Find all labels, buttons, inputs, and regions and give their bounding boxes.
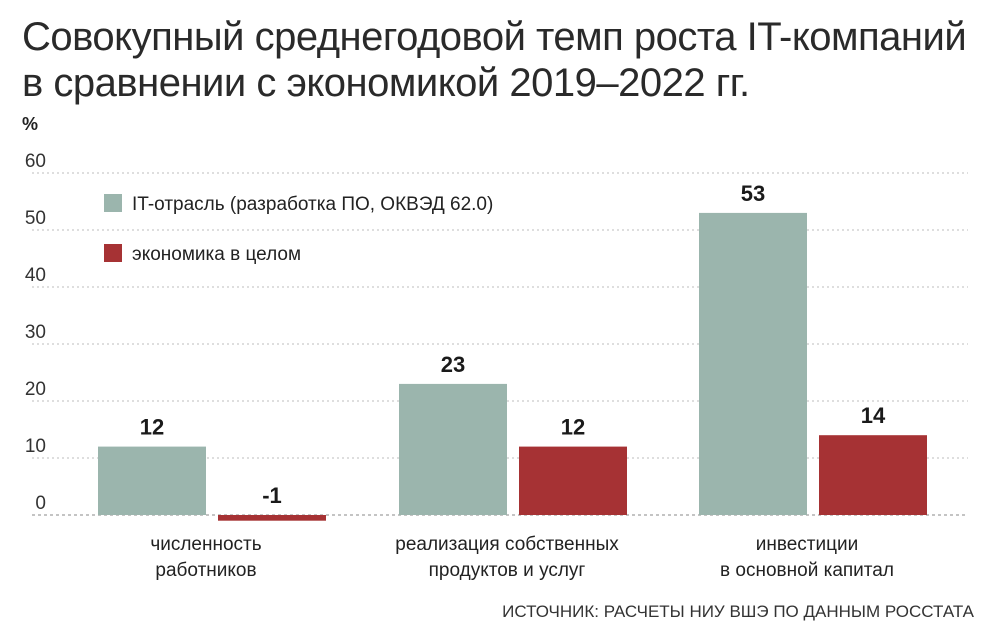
legend-label: IT-отрасль (разработка ПО, ОКВЭД 62.0) xyxy=(132,194,493,215)
category-label: численность xyxy=(150,534,261,555)
source-note: ИСТОЧНИК: РАСЧЕТЫ НИУ ВШЭ ПО ДАННЫМ РОСС… xyxy=(502,602,974,621)
y-tick-label: 10 xyxy=(25,436,46,457)
bar-it-3 xyxy=(699,212,807,515)
data-label: 53 xyxy=(741,181,765,206)
data-label: 12 xyxy=(140,415,164,440)
category-label: реализация собственных xyxy=(395,534,619,555)
legend-swatch-economy xyxy=(104,244,122,262)
category-label: работников xyxy=(155,560,256,581)
y-axis-unit-label: % xyxy=(22,114,39,134)
y-tick-label: 20 xyxy=(25,379,46,400)
bar-it-1 xyxy=(98,446,206,515)
chart-title: Совокупный среднегодовой темп роста IT-к… xyxy=(22,14,967,106)
category-label: продуктов и услуг xyxy=(429,560,586,581)
legend-swatch-it xyxy=(104,194,122,212)
category-label: инвестиции xyxy=(756,534,858,555)
bar-it-2 xyxy=(399,383,507,515)
y-tick-label: 40 xyxy=(25,265,46,286)
y-tick-label: 0 xyxy=(35,493,46,514)
bar-chart: 0 10 20 30 40 50 60 12 23 53 -1 12 14 численность рабо… xyxy=(25,151,968,581)
y-tick-label: 30 xyxy=(25,322,46,343)
data-label: 14 xyxy=(861,403,886,428)
legend-label: экономика в целом xyxy=(132,244,301,265)
data-label: 23 xyxy=(441,352,465,377)
y-tick-label: 60 xyxy=(25,151,46,172)
bar-economy-2 xyxy=(519,446,627,515)
category-label: в основной капитал xyxy=(720,560,894,581)
data-label: -1 xyxy=(262,483,282,508)
bar-economy-3 xyxy=(819,435,927,515)
data-label: 12 xyxy=(561,415,585,440)
chart-title-line-1: Совокупный среднегодовой темп роста IT-к… xyxy=(22,15,967,59)
chart-title-line-2: в сравнении с экономикой 2019–2022 гг. xyxy=(22,61,750,105)
bar-economy-1 xyxy=(218,515,326,521)
y-tick-label: 50 xyxy=(25,208,46,229)
